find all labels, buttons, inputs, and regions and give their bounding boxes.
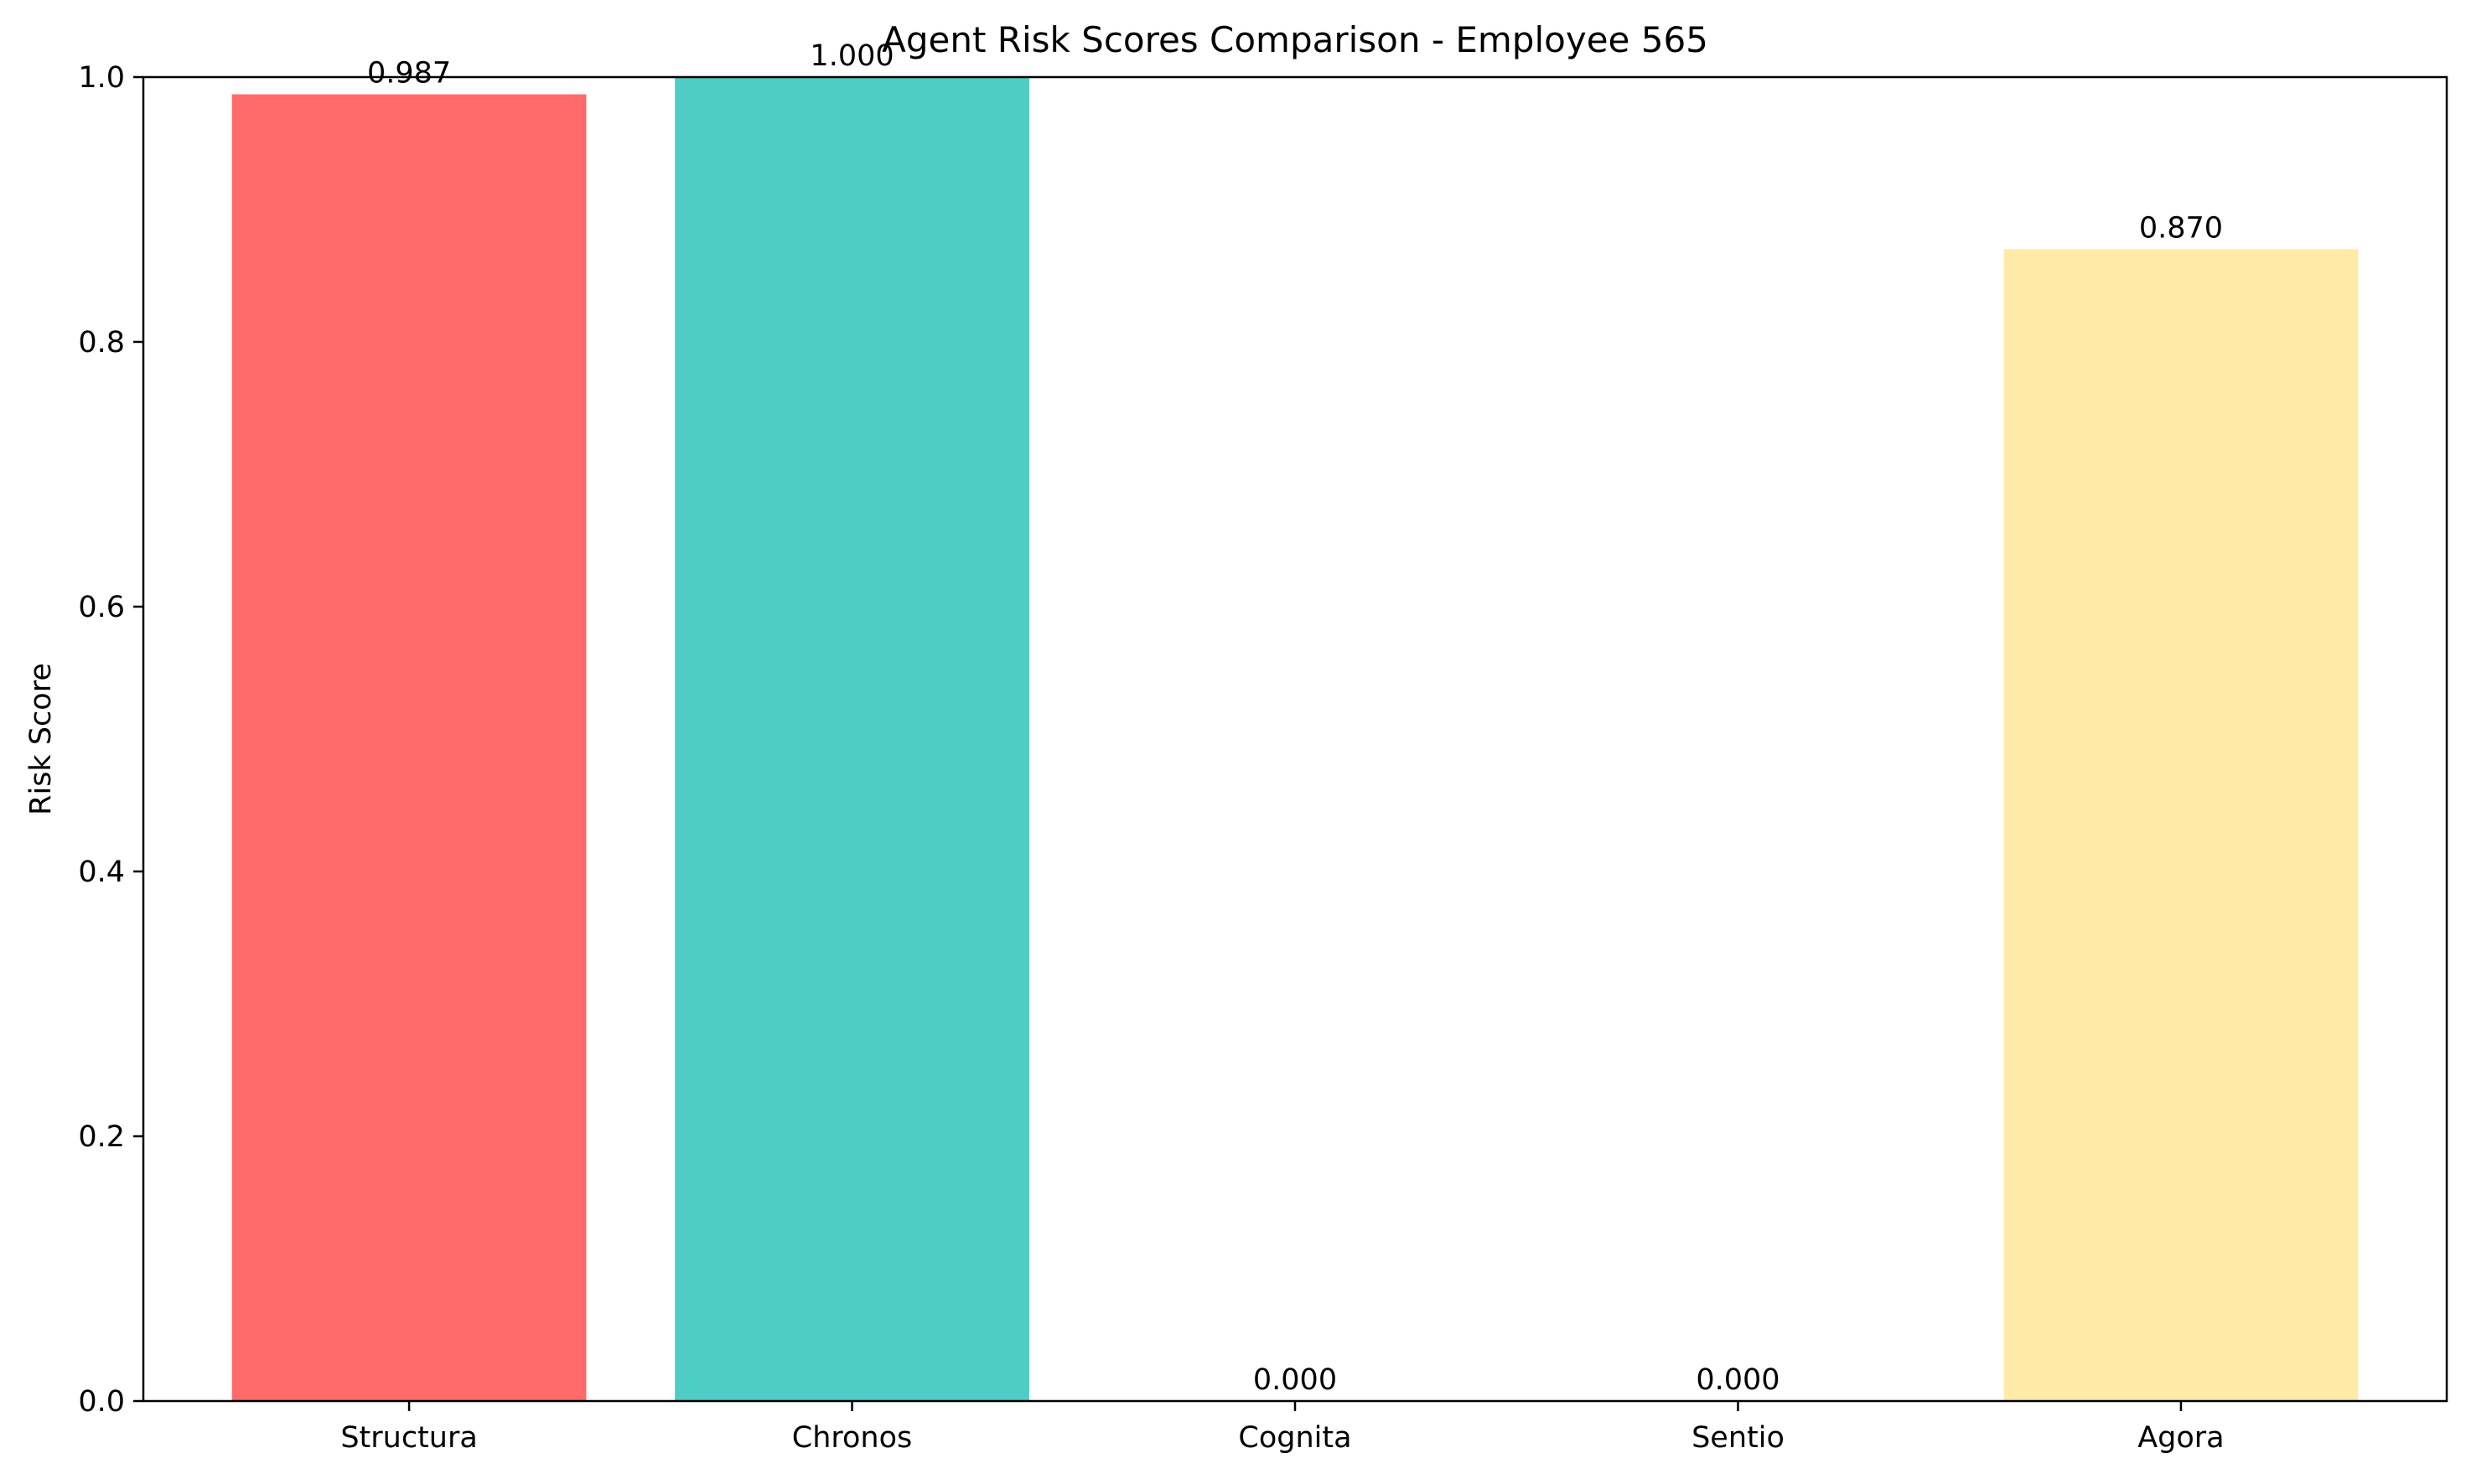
data-label: 0.000 (1696, 1363, 1780, 1397)
x-tick-label: Cognita (1238, 1421, 1351, 1455)
x-tick-label: Chronos (792, 1421, 913, 1455)
chart-title: Agent Risk Scores Comparison - Employee … (882, 19, 1708, 60)
x-tick-label: Agora (2137, 1421, 2224, 1455)
data-label: 0.000 (1253, 1363, 1337, 1397)
x-axis-ticks: Structura Chronos Cognita Sentio Agora (340, 1401, 2225, 1455)
data-labels: 0.987 1.000 0.000 0.000 0.870 (367, 39, 2223, 1397)
bar-structura (231, 94, 587, 1401)
data-label: 1.000 (810, 39, 894, 73)
bar-chronos (675, 77, 1029, 1401)
data-label: 0.870 (2139, 211, 2223, 245)
bars-group (231, 77, 2359, 1401)
data-label: 0.987 (367, 57, 451, 90)
x-tick-label: Sentio (1692, 1421, 1785, 1455)
y-tick-label: 0.0 (78, 1385, 125, 1419)
y-axis-label: Risk Score (24, 663, 58, 815)
y-tick-label: 0.2 (78, 1120, 125, 1154)
bar-agora (2003, 249, 2359, 1401)
y-tick-label: 0.6 (78, 591, 125, 624)
y-axis-ticks: 0.0 0.2 0.4 0.6 0.8 1.0 (78, 61, 143, 1419)
y-tick-label: 0.8 (78, 326, 125, 359)
y-tick-label: 1.0 (78, 61, 125, 95)
x-tick-label: Structura (340, 1421, 478, 1455)
y-tick-label: 0.4 (78, 856, 125, 889)
